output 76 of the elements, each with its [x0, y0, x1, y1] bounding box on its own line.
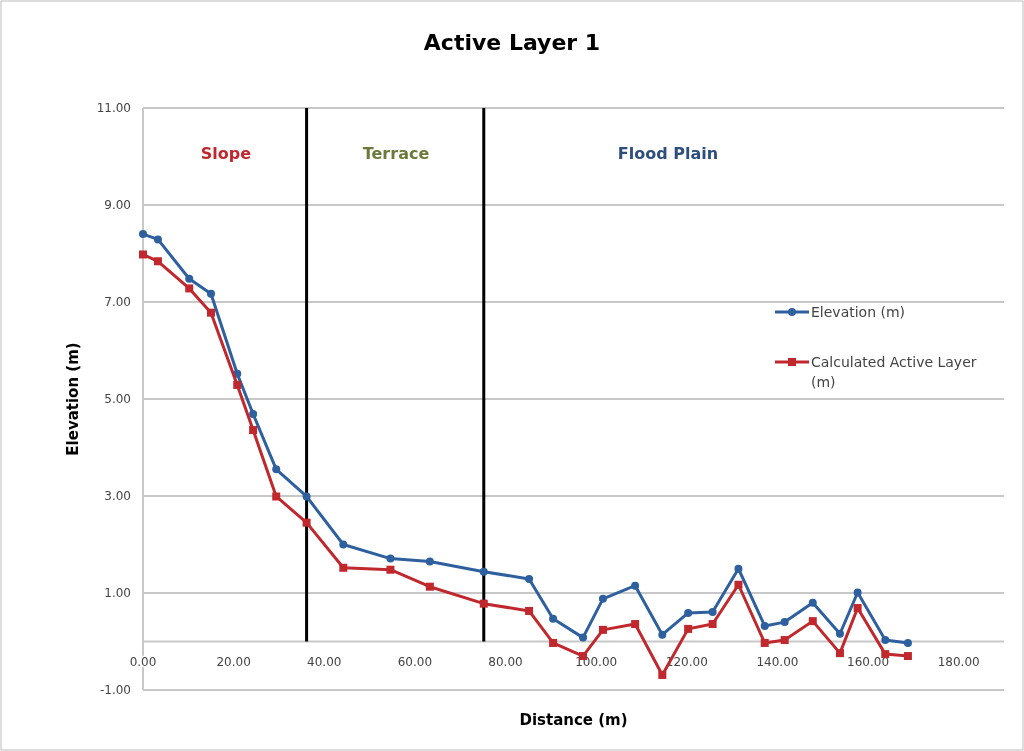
- point: [425, 582, 434, 591]
- point: [479, 567, 488, 576]
- point: [249, 426, 258, 435]
- x-tick-label: 40.00: [307, 654, 342, 669]
- y-tick-label: 9.00: [104, 198, 131, 213]
- point: [658, 630, 667, 639]
- point: [153, 235, 162, 244]
- point: [808, 617, 817, 626]
- legend-label: Calculated Active Layer (m): [811, 353, 977, 390]
- point: [272, 492, 281, 501]
- point: [780, 636, 789, 645]
- point: [185, 284, 194, 293]
- point: [734, 580, 743, 589]
- point: [881, 636, 890, 645]
- point: [206, 289, 215, 298]
- point: [185, 274, 194, 283]
- y-tick-label: 1.00: [104, 586, 131, 601]
- point: [302, 492, 311, 501]
- point: [598, 625, 607, 634]
- point: [598, 594, 607, 603]
- point: [780, 618, 789, 627]
- y-tick-label: 5.00: [104, 392, 131, 407]
- point: [853, 588, 862, 597]
- x-tick-label: 20.00: [216, 654, 251, 669]
- legend-label: Elevation (m): [811, 303, 906, 320]
- point: [339, 563, 348, 572]
- point: [549, 638, 558, 647]
- point: [206, 308, 215, 317]
- point: [808, 598, 817, 607]
- y-tick-label: -1.00: [99, 683, 131, 698]
- point: [425, 557, 434, 566]
- point: [272, 465, 281, 474]
- point: [386, 554, 395, 563]
- annotation: Flood Plain: [617, 143, 719, 163]
- y-tick-label: 7.00: [104, 295, 131, 310]
- point: [684, 608, 693, 617]
- point: [153, 257, 162, 266]
- point: [249, 410, 258, 419]
- point: [903, 652, 912, 661]
- point: [853, 604, 862, 613]
- point: [734, 564, 743, 573]
- point: [835, 629, 844, 638]
- x-tick-label: 180.00: [937, 654, 980, 669]
- x-axis-title: Distance (m): [519, 711, 628, 729]
- point: [479, 599, 488, 608]
- point: [684, 624, 693, 633]
- x-tick-label: 140.00: [756, 654, 799, 669]
- point: [525, 574, 534, 583]
- annotation: Terrace: [362, 143, 430, 163]
- point: [658, 670, 667, 679]
- point: [302, 518, 311, 527]
- point: [760, 638, 769, 647]
- point: [549, 614, 558, 623]
- point: [139, 230, 147, 239]
- point: [139, 250, 147, 259]
- point: [525, 606, 534, 615]
- point: [708, 607, 717, 616]
- point: [708, 620, 717, 629]
- y-axis-title: Elevation (m): [64, 342, 82, 456]
- chart-title: Active Layer 1: [423, 30, 601, 55]
- point: [233, 380, 242, 389]
- y-tick-label: 3.00: [104, 489, 131, 504]
- point: [386, 565, 395, 574]
- point: [903, 638, 912, 647]
- point: [631, 620, 640, 629]
- point: [760, 621, 769, 630]
- point: [835, 649, 844, 658]
- x-tick-label: 0.00: [129, 654, 157, 669]
- y-tick-label: 11.00: [96, 101, 131, 116]
- x-tick-label: 60.00: [397, 654, 433, 669]
- x-tick-label: 160.00: [847, 654, 890, 669]
- point: [579, 633, 588, 642]
- point: [339, 540, 348, 549]
- x-tick-label: 80.00: [488, 654, 523, 669]
- annotation: Slope: [200, 143, 252, 163]
- point: [631, 581, 640, 590]
